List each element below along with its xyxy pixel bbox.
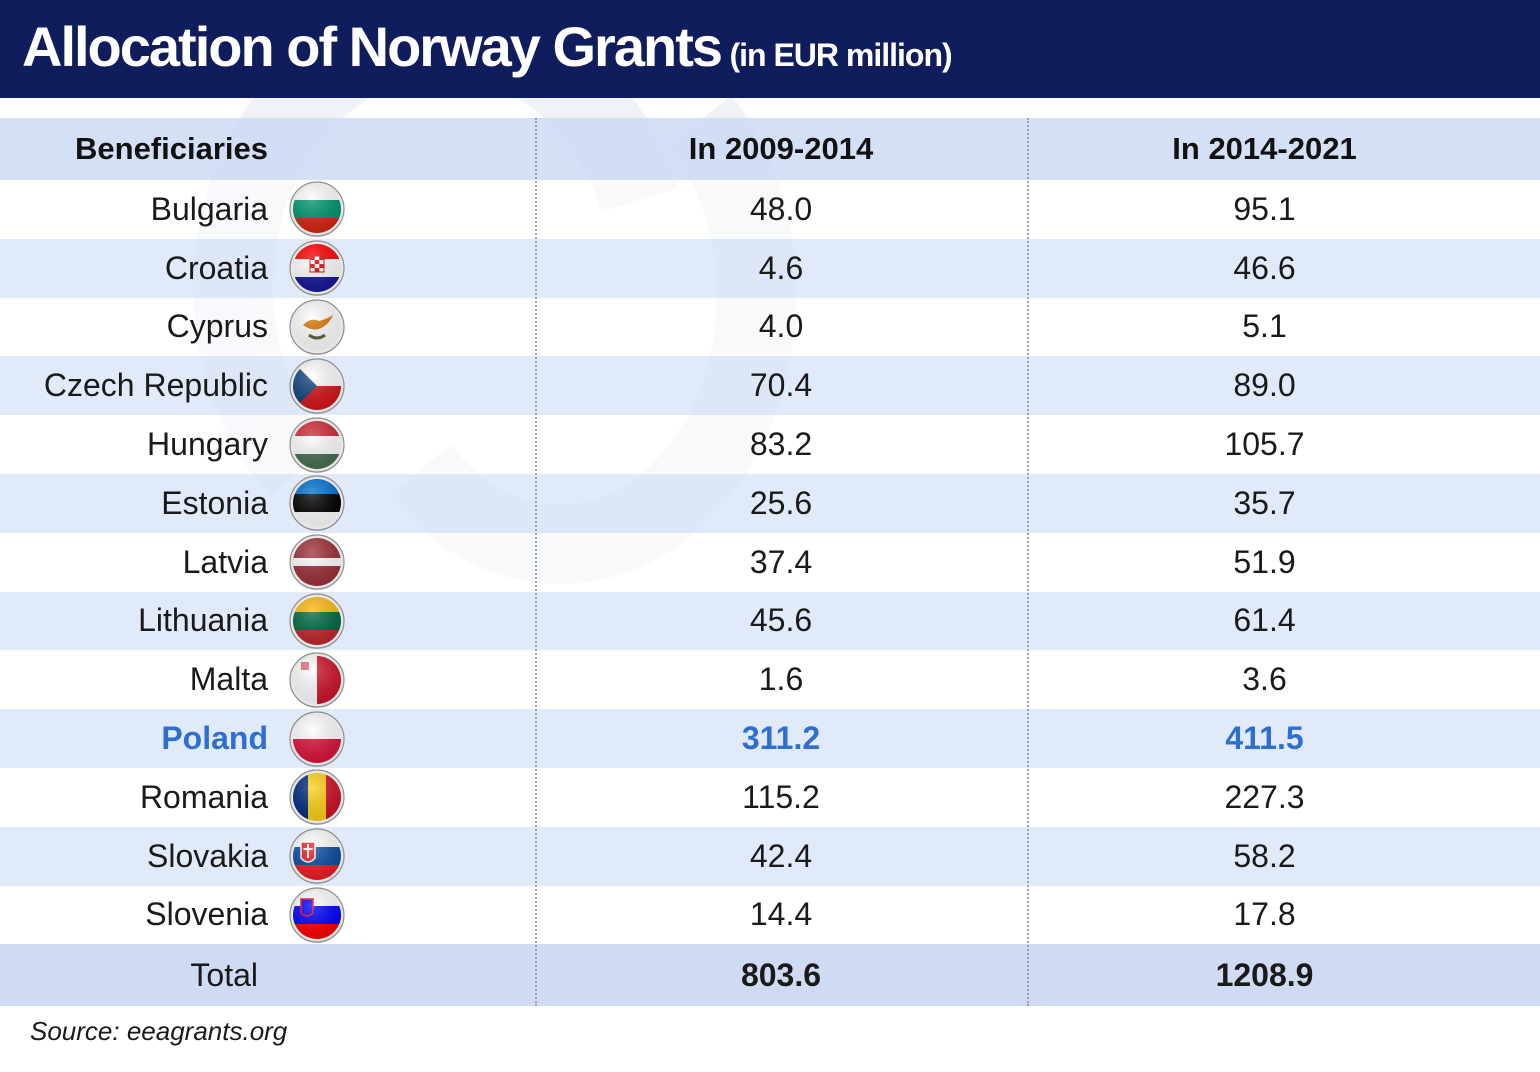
- value-2014-2021: 46.6: [1233, 249, 1296, 286]
- total-value-2009-2014: 803.6: [740, 956, 822, 993]
- value-2014-2021: 17.8: [1233, 896, 1296, 933]
- value-2009-2014: 14.4: [749, 896, 813, 933]
- table-row: Slovakia 42.4 58.2: [0, 826, 1540, 886]
- value-2014-2021: 411.5: [1225, 720, 1304, 757]
- country-name: Slovenia: [145, 896, 268, 933]
- value-2009-2014: 83.2: [749, 426, 813, 463]
- value-2014-2021: 5.1: [1242, 308, 1287, 345]
- table-row: Bulgaria 48.0 95.1: [0, 180, 1540, 239]
- country-name: Slovakia: [147, 837, 268, 874]
- value-2009-2014: 42.4: [749, 837, 813, 874]
- value-2014-2021: 3.6: [1242, 661, 1287, 698]
- romania-flag-icon: [289, 769, 345, 826]
- estonia-flag-icon: [289, 475, 345, 532]
- value-2014-2021: 227.3: [1224, 778, 1305, 815]
- hungary-flag-icon: [289, 416, 345, 473]
- source-note: Source: eeagrants.org: [30, 1016, 288, 1046]
- cyprus-flag-icon: [289, 299, 345, 355]
- value-2009-2014: 4.0: [758, 308, 804, 345]
- value-2009-2014: 70.4: [749, 367, 813, 404]
- country-name: Romania: [139, 778, 268, 815]
- country-name: Malta: [189, 661, 268, 698]
- latvia-flag-icon: [289, 534, 345, 591]
- czech-republic-flag-icon: [289, 358, 345, 414]
- lithuania-flag-icon: [289, 593, 345, 649]
- slovenia-flag-icon: [289, 887, 345, 943]
- table-row: Estonia 25.6 35.7: [0, 474, 1540, 533]
- table-row: Hungary 83.2 105.7: [0, 415, 1540, 474]
- poland-flag-icon: [289, 710, 345, 767]
- country-name: Latvia: [182, 543, 268, 580]
- croatia-flag-icon: [289, 240, 345, 297]
- value-2014-2021: 51.9: [1233, 543, 1296, 580]
- slovakia-flag-icon: [289, 828, 345, 885]
- value-2014-2021: 89.0: [1233, 367, 1296, 404]
- table-row: Poland 311.2 411.5: [0, 709, 1540, 768]
- value-2014-2021: 95.1: [1233, 190, 1296, 227]
- chart-subtitle: (in EUR million): [729, 37, 952, 73]
- value-2014-2021: 105.7: [1224, 426, 1305, 463]
- column-header-beneficiaries: Beneficiaries: [75, 131, 268, 166]
- title-banner: Allocation of Norway Grants (in EUR mill…: [0, 0, 1540, 98]
- table-row: Cyprus 4.0 5.1: [0, 297, 1540, 357]
- total-label: Total: [190, 956, 258, 993]
- table-row: Slovenia 14.4 17.8: [0, 885, 1540, 945]
- value-2009-2014: 45.6: [749, 602, 813, 639]
- total-row: Total 803.6 1208.9: [0, 944, 1540, 1006]
- value-2009-2014: 25.6: [749, 484, 813, 521]
- value-2009-2014: 4.6: [758, 249, 804, 286]
- table-row: Malta 1.6 3.6: [0, 650, 1540, 710]
- country-name: Poland: [161, 720, 268, 757]
- value-2009-2014: 37.4: [749, 543, 813, 580]
- chart-title: Allocation of Norway Grants: [22, 15, 723, 78]
- table-row: Czech Republic 70.4 89.0: [0, 356, 1540, 416]
- value-2009-2014: 1.6: [758, 661, 804, 698]
- value-2014-2021: 58.2: [1233, 837, 1296, 874]
- column-divider: [1027, 118, 1029, 1006]
- country-name: Croatia: [164, 249, 268, 286]
- value-2014-2021: 61.4: [1233, 602, 1296, 639]
- value-2009-2014: 311.2: [741, 720, 821, 757]
- value-2014-2021: 35.7: [1233, 484, 1296, 521]
- country-name: Czech Republic: [43, 367, 268, 404]
- bulgaria-flag-icon: [289, 181, 345, 238]
- country-name: Bulgaria: [150, 190, 268, 227]
- country-name: Lithuania: [138, 602, 268, 639]
- value-2009-2014: 48.0: [749, 190, 813, 227]
- column-header-2014-2021: In 2014-2021: [1172, 131, 1357, 166]
- table-header-row: Beneficiaries In 2009-2014 In 2014-2021: [0, 118, 1540, 180]
- country-name: Cyprus: [166, 308, 268, 345]
- table-row: Lithuania 45.6 61.4: [0, 591, 1540, 651]
- table-row: Latvia 37.4 51.9: [0, 532, 1540, 592]
- column-divider: [535, 118, 537, 1006]
- table-row: Romania 115.2 227.3: [0, 768, 1540, 827]
- value-2009-2014: 115.2: [742, 778, 820, 815]
- country-name: Hungary: [147, 426, 268, 463]
- table-row: Croatia 4.6 46.6: [0, 238, 1540, 298]
- total-value-2014-2021: 1208.9: [1215, 956, 1314, 993]
- country-name: Estonia: [161, 484, 268, 521]
- malta-flag-icon: [289, 652, 345, 708]
- column-header-2009-2014: In 2009-2014: [688, 131, 874, 166]
